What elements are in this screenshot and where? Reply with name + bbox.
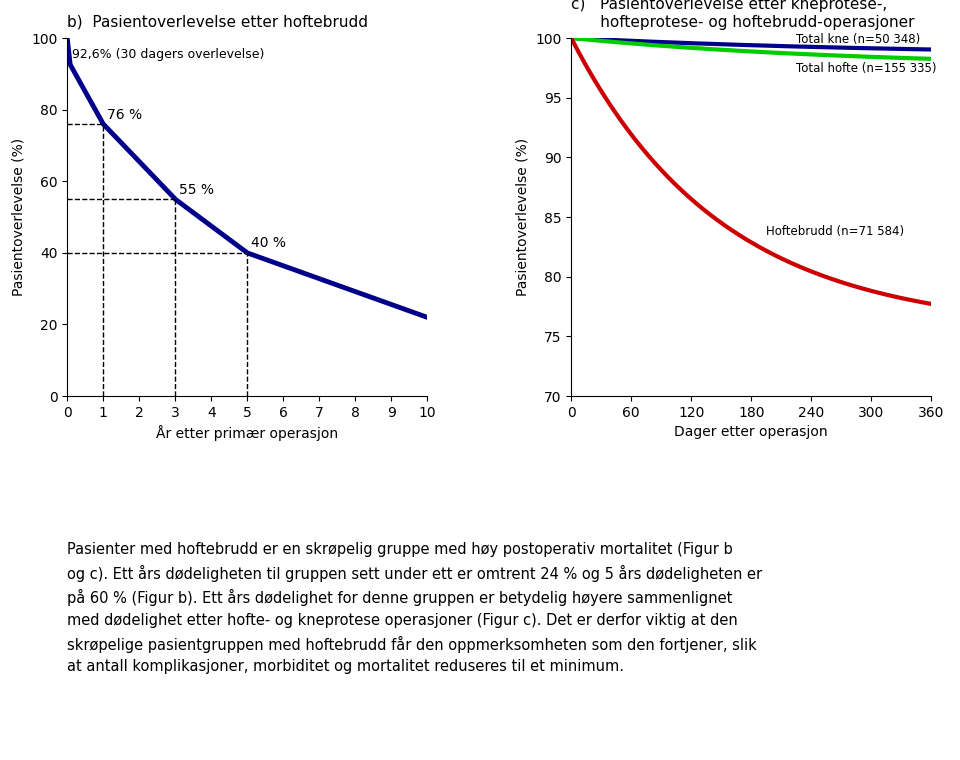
Y-axis label: Pasientoverlevelse (%): Pasientoverlevelse (%) (12, 138, 26, 296)
Text: 92,6% (30 dagers overlevelse): 92,6% (30 dagers overlevelse) (72, 49, 264, 62)
Text: 40 %: 40 % (251, 236, 286, 251)
Y-axis label: Pasientoverlevelse (%): Pasientoverlevelse (%) (516, 138, 530, 296)
Text: b)  Pasientoverlevelse etter hoftebrudd: b) Pasientoverlevelse etter hoftebrudd (67, 15, 369, 30)
Text: 76 %: 76 % (107, 108, 142, 122)
Text: Pasienter med hoftebrudd er en skrøpelig gruppe med høy postoperativ mortalitet : Pasienter med hoftebrudd er en skrøpelig… (67, 542, 762, 674)
Text: Total kne (n=50 348): Total kne (n=50 348) (796, 33, 921, 46)
Text: Hoftebrudd (n=71 584): Hoftebrudd (n=71 584) (766, 225, 904, 238)
X-axis label: Dager etter operasjon: Dager etter operasjon (674, 426, 828, 439)
Text: Total hofte (n=155 335): Total hofte (n=155 335) (796, 62, 937, 75)
Text: c)   Pasientoverlevelse etter kneprotese-,
      hofteprotese- og hoftebrudd-ope: c) Pasientoverlevelse etter kneprotese-,… (571, 0, 915, 30)
Text: 55 %: 55 % (179, 182, 214, 197)
X-axis label: År etter primær operasjon: År etter primær operasjon (156, 426, 338, 442)
